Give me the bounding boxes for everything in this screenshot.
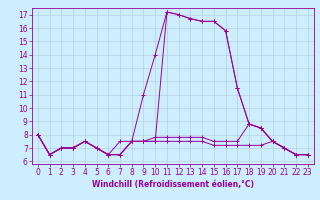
X-axis label: Windchill (Refroidissement éolien,°C): Windchill (Refroidissement éolien,°C) bbox=[92, 180, 254, 189]
